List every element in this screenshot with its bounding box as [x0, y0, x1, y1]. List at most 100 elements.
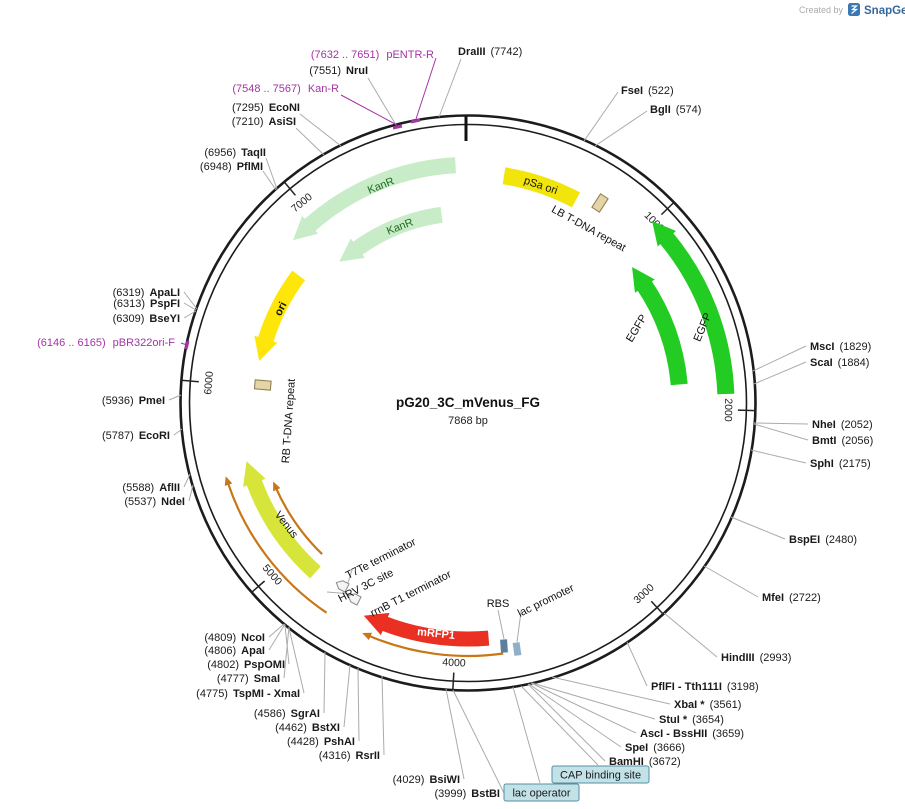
callout-line — [520, 685, 599, 766]
feature-label-egfp-inner: EGFP — [624, 313, 650, 345]
site-labels: DraIII (7742) (7551) NruI (7295) EcoNI (721… — [102, 46, 873, 800]
callout-line — [183, 291, 198, 310]
tick-mark — [737, 409, 756, 412]
callout-line — [445, 688, 465, 780]
feature-lac-promoter-box — [512, 642, 522, 656]
site-label-nrui: (7551) NruI — [309, 65, 368, 77]
primer-marks — [180, 57, 437, 350]
feature-venus — [243, 461, 321, 579]
primer-labels: (7632 .. 7651) pENTR-R (7548 .. 7567) Kan-… — [37, 49, 434, 349]
callout-line — [173, 428, 183, 436]
backbone-outer-ring — [179, 114, 757, 692]
callout-line — [343, 664, 351, 728]
site-label-msci: MscI (1829) — [810, 341, 871, 353]
site-label-apai: (4806) ApaI — [204, 645, 265, 657]
feature-kanr-inner — [339, 206, 443, 262]
site-label-stui: StuI * (3654) — [659, 714, 724, 726]
callout-line — [730, 516, 786, 540]
callout-line — [551, 676, 671, 705]
callout-line — [268, 623, 286, 651]
snapgene-logo-icon — [848, 3, 860, 16]
credit-brand: SnapGene — [864, 5, 905, 17]
callout-line — [299, 113, 342, 147]
site-label-bstxi: (4462) BstXI — [275, 722, 340, 734]
tick-marks — [180, 181, 756, 691]
orf-arc — [273, 481, 323, 555]
features — [224, 157, 735, 658]
feature-rbs-box — [500, 639, 508, 653]
callout-line — [284, 624, 290, 665]
callout-lines — [168, 58, 809, 794]
site-label-bsiwi: (4029) BsiWI — [393, 774, 460, 786]
feature-label-rb-tdna: RB T-DNA repeat — [280, 378, 298, 463]
callout-line — [188, 484, 194, 502]
feature-rb-tdna-repeat — [253, 379, 272, 391]
site-label-pshai: (4428) PshAI — [287, 736, 355, 748]
site-label-bseyi: (6309) BseYI — [113, 313, 180, 325]
plasmid-backbone — [179, 114, 757, 692]
feature-ori — [254, 270, 306, 362]
callout-line — [750, 449, 807, 464]
callout-line — [288, 627, 305, 694]
site-label-tspmi-xmai: (4775) TspMI - XmaI — [196, 688, 300, 700]
callout-line — [531, 682, 656, 720]
orf-arc — [362, 632, 504, 658]
site-label-bspei: BspEI (2480) — [789, 534, 857, 546]
center-title: pG20_3C_mVenus_FG 7868 bp — [396, 395, 540, 427]
tick-label-5000: 5000 — [260, 562, 285, 588]
site-label-bmti: BmtI (2056) — [812, 435, 873, 447]
callout-line — [516, 611, 522, 643]
site-label-hindiii: HindIII (2993) — [721, 652, 791, 664]
callout-line — [452, 689, 505, 794]
callout-line — [594, 110, 648, 147]
callout-line — [326, 591, 353, 595]
callout-line — [183, 310, 197, 319]
callout-line — [753, 361, 807, 385]
site-label-sphi: SphI (2175) — [810, 458, 871, 470]
callout-line — [527, 683, 606, 762]
callout-line — [183, 473, 191, 488]
site-label-bamhi: BamHI (3672) — [609, 756, 681, 768]
orf-arc — [224, 476, 328, 614]
callout-line — [438, 58, 462, 118]
feature-label-kanr-inner: KanR — [385, 216, 415, 237]
feature-psa-ori — [502, 167, 580, 208]
primer-callout-line — [340, 94, 398, 126]
callout-line — [626, 641, 648, 687]
site-label-pspfi: (6313) PspFI — [113, 298, 180, 310]
site-label-smai: (4777) SmaI — [217, 673, 280, 685]
callout-line — [283, 626, 290, 679]
primer-ring-mark — [184, 340, 190, 350]
credit: Created by SnapGene — [799, 3, 905, 17]
site-label-apali: (6319) ApaLI — [113, 287, 180, 299]
site-label-nhei: NheI (2052) — [812, 419, 873, 431]
tick-mark — [283, 181, 296, 196]
tick-mark — [660, 201, 675, 216]
callout-line — [183, 302, 197, 311]
callout-line — [381, 675, 385, 756]
site-label-taqii: (6956) TaqII — [204, 147, 266, 159]
tick-label-7000: 7000 — [289, 191, 315, 215]
callout-line — [357, 667, 360, 742]
callout-line — [268, 623, 285, 638]
credit-prefix: Created by — [799, 5, 844, 15]
site-label-fsei: FseI (522) — [621, 85, 674, 97]
tick-mark — [452, 672, 455, 691]
site-label-pflmi: (6948) PflMI — [200, 161, 263, 173]
site-label-draiii: DraIII (7742) — [458, 46, 522, 58]
site-label-ndei: (5537) NdeI — [124, 496, 185, 508]
callout-line — [663, 612, 718, 658]
site-label-pspomi: (4802) PspOMI — [207, 659, 285, 671]
tick-label-6000: 6000 — [202, 371, 216, 395]
feature-label-ori: ori — [272, 300, 289, 318]
tick-mark — [650, 600, 665, 616]
site-label-bgli: BglI (574) — [650, 104, 701, 116]
site-label-xbai: XbaI * (3561) — [674, 699, 741, 711]
plasmid-name: pG20_3C_mVenus_FG — [396, 395, 540, 410]
callout-line — [752, 345, 807, 372]
site-label-aflii: (5588) AflII — [122, 482, 180, 494]
site-label-scai: ScaI (1884) — [810, 357, 869, 369]
primer-label-pentr-r: (7632 .. 7651) pENTR-R — [311, 49, 434, 61]
feature-label-rbs: RBS — [487, 598, 510, 610]
